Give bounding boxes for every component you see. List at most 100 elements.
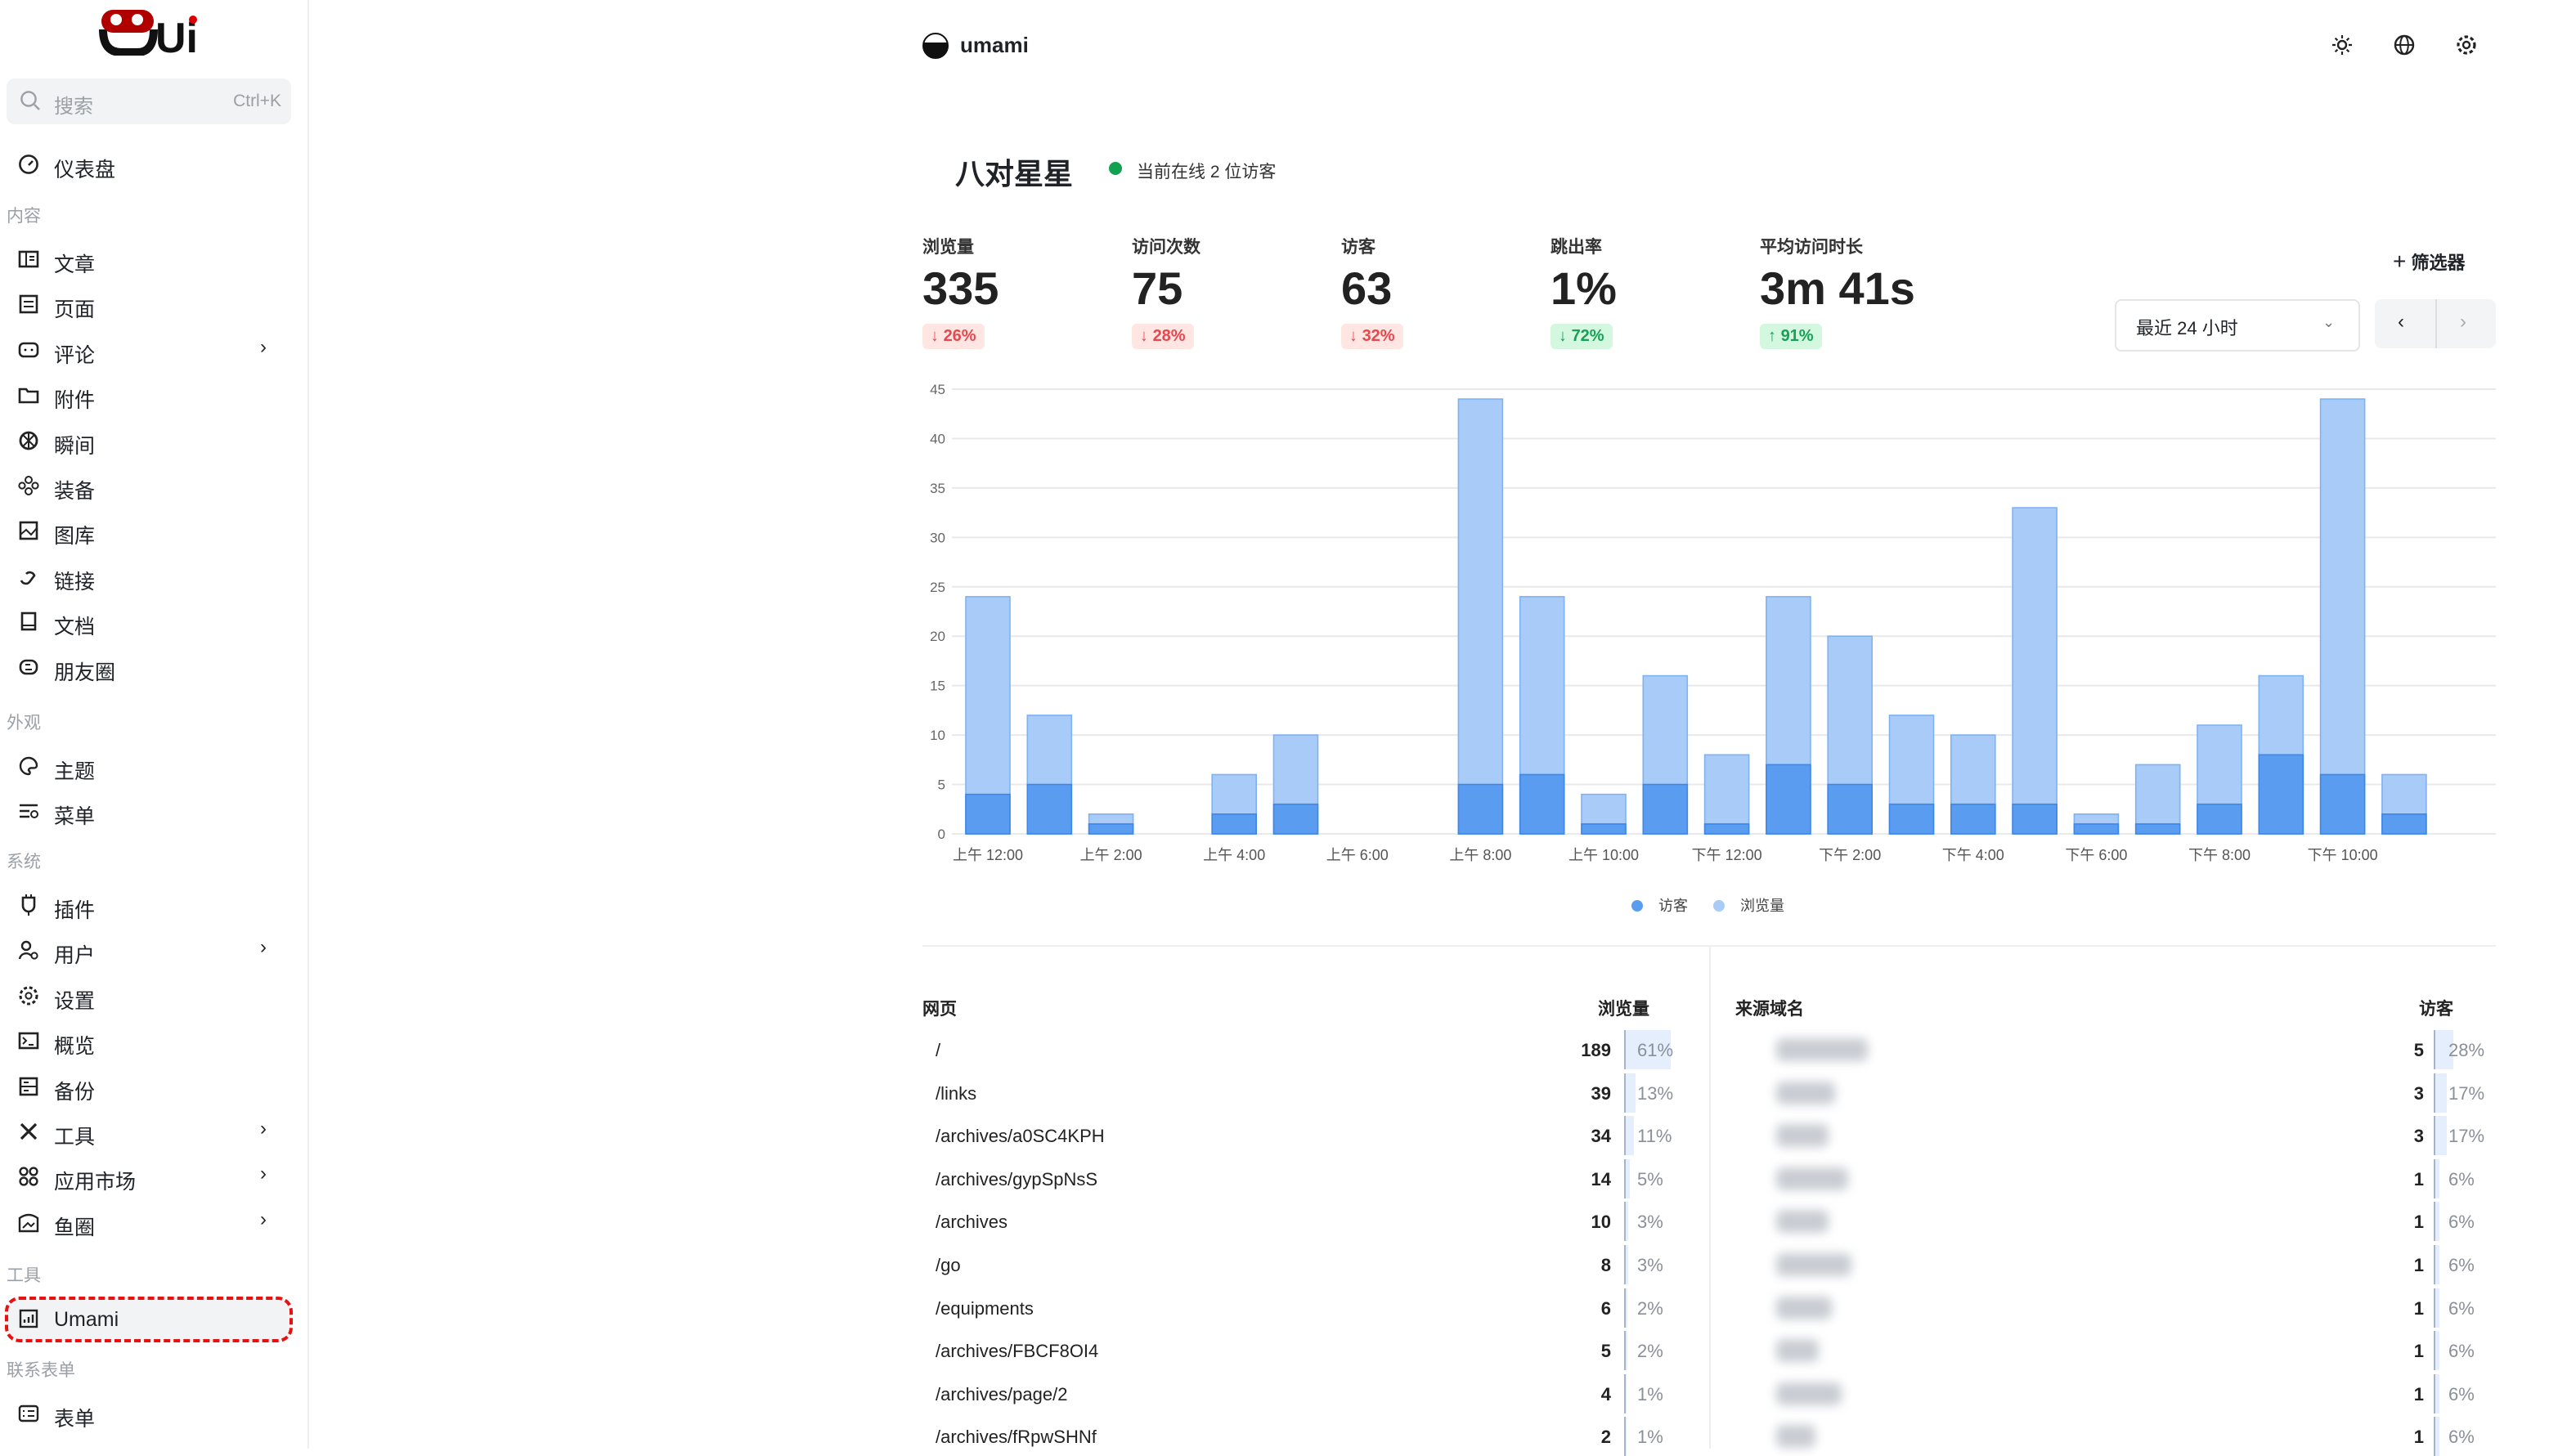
- table-row[interactable]: /archives/FBCF8OI4 5 2%: [922, 1331, 1685, 1371]
- table-row[interactable]: 1 6%: [1735, 1417, 2496, 1456]
- bar-visitors[interactable]: [1519, 773, 1565, 835]
- globe-icon[interactable]: [2393, 33, 2416, 56]
- table-row[interactable]: 1 6%: [1735, 1245, 2496, 1284]
- legend-pageviews[interactable]: 浏览量: [1740, 898, 1784, 914]
- bar-visitors[interactable]: [1827, 783, 1873, 835]
- app-name[interactable]: umami: [960, 33, 1029, 57]
- redacted-domain: [1776, 1167, 1848, 1190]
- table-row[interactable]: 1 6%: [1735, 1158, 2496, 1198]
- sidebar-item-6-2[interactable]: 应用市场 ›: [7, 1156, 291, 1198]
- table-row[interactable]: 5 28%: [1735, 1030, 2496, 1069]
- page-path[interactable]: /archives/fRpwSHNf: [936, 1427, 1097, 1448]
- table-row[interactable]: /archives/fRpwSHNf 2 1%: [922, 1417, 1685, 1456]
- sidebar-item-4-2[interactable]: 备份: [7, 1066, 291, 1109]
- bar-pageviews[interactable]: [2012, 507, 2058, 835]
- search-placeholder: 搜索: [54, 96, 93, 118]
- app-logo[interactable]: Ui: [98, 7, 203, 62]
- next-period-button[interactable]: ›: [2437, 299, 2496, 348]
- gear-icon[interactable]: [2455, 33, 2478, 56]
- bar-visitors[interactable]: [1211, 813, 1258, 835]
- sidebar-item-7-0[interactable]: 链接: [7, 556, 291, 598]
- bar-pageviews[interactable]: [1703, 754, 1750, 835]
- bar-visitors[interactable]: [1642, 783, 1689, 835]
- bar-visitors[interactable]: [1703, 823, 1750, 835]
- sidebar-item-7-2[interactable]: 鱼圈 ›: [7, 1202, 291, 1244]
- sidebar-item-5-2[interactable]: 工具 ›: [7, 1111, 291, 1154]
- bar-visitors[interactable]: [2258, 754, 2304, 835]
- bar-visitors[interactable]: [1457, 783, 1504, 835]
- table-row[interactable]: /archives/gypSpNsS 14 5%: [922, 1158, 1685, 1198]
- page-path[interactable]: /go: [936, 1255, 961, 1275]
- table-row[interactable]: 3 17%: [1735, 1116, 2496, 1156]
- page-path[interactable]: /archives/FBCF8OI4: [936, 1341, 1099, 1362]
- table-row[interactable]: /archives/page/2 4 1%: [922, 1373, 1685, 1413]
- sidebar-item-label: 插件: [54, 899, 96, 922]
- table-row[interactable]: /links 39 13%: [922, 1073, 1685, 1113]
- page-path[interactable]: /archives: [936, 1212, 1008, 1233]
- page-path[interactable]: /archives/gypSpNsS: [936, 1168, 1098, 1189]
- sidebar-item-dashboard[interactable]: 仪表盘: [7, 144, 291, 186]
- table-row[interactable]: /archives 10 3%: [922, 1202, 1685, 1242]
- bar-visitors[interactable]: [965, 793, 1011, 835]
- sidebar-item-2-0[interactable]: 评论 ›: [7, 329, 291, 372]
- metric-value: 335: [922, 262, 999, 314]
- bar-visitors[interactable]: [2134, 823, 2181, 835]
- table-row[interactable]: /archives/a0SC4KPH 34 11%: [922, 1116, 1685, 1156]
- share-bar: [1624, 1073, 1691, 1113]
- sidebar-item-4-0[interactable]: 瞬间: [7, 420, 291, 463]
- page-path[interactable]: /equipments: [936, 1297, 1034, 1319]
- bar-visitors[interactable]: [1088, 823, 1134, 835]
- sidebar-item-3-2[interactable]: 概览: [7, 1020, 291, 1063]
- table-row[interactable]: /equipments 6 2%: [922, 1288, 1685, 1328]
- bar-pageviews[interactable]: [1457, 398, 1504, 835]
- sidebar-item-label: 朋友圈: [54, 661, 116, 684]
- table-row[interactable]: 1 6%: [1735, 1288, 2496, 1328]
- previous-period-button[interactable]: ‹: [2375, 299, 2437, 348]
- bar-visitors[interactable]: [1766, 764, 1811, 835]
- sidebar-item-1-1[interactable]: 菜单: [7, 791, 291, 833]
- sidebar-item-0-2[interactable]: 插件: [7, 885, 291, 927]
- sidebar-item-1-0[interactable]: 页面: [7, 284, 291, 326]
- add-filter-button[interactable]: + 筛选器: [2393, 249, 2466, 275]
- sidebar-item-label: 表单: [54, 1408, 96, 1431]
- sun-icon[interactable]: [2331, 33, 2354, 56]
- bar-visitors[interactable]: [2197, 803, 2242, 835]
- x-tick-label: 下午 8:00: [2188, 847, 2251, 863]
- bar-visitors[interactable]: [1026, 783, 1073, 835]
- page-path[interactable]: /: [936, 1040, 941, 1060]
- sidebar-item-9-0[interactable]: 朋友圈: [7, 647, 291, 689]
- sidebar-item-5-0[interactable]: 装备: [7, 465, 291, 508]
- bar-visitors[interactable]: [2381, 813, 2427, 835]
- sidebar-item-3-0[interactable]: 附件: [7, 374, 291, 417]
- sidebar-item-0-1[interactable]: 主题: [7, 746, 291, 788]
- legend-visitors[interactable]: 访客: [1658, 898, 1688, 914]
- sidebar-item-2-2[interactable]: 设置: [7, 975, 291, 1018]
- page-path[interactable]: /archives/a0SC4KPH: [936, 1126, 1105, 1147]
- table-row[interactable]: 1 6%: [1735, 1331, 2496, 1371]
- bar-visitors[interactable]: [1950, 803, 1996, 835]
- bar-visitors[interactable]: [2012, 803, 2058, 835]
- table-row[interactable]: / 189 61%: [922, 1030, 1685, 1069]
- chevron-right-icon: ›: [260, 335, 267, 358]
- table-row[interactable]: 1 6%: [1735, 1373, 2496, 1413]
- bar-pageviews[interactable]: [2319, 398, 2366, 835]
- table-row[interactable]: 1 6%: [1735, 1202, 2496, 1242]
- sidebar-item-0-0[interactable]: 文章: [7, 239, 291, 281]
- page-path[interactable]: /archives/page/2: [936, 1383, 1068, 1404]
- share-bar: [2434, 1116, 2501, 1156]
- search-input[interactable]: 搜索 Ctrl+K: [7, 78, 291, 124]
- table-row[interactable]: /go 8 3%: [922, 1245, 1685, 1284]
- sidebar-item-0-4[interactable]: 表单: [7, 1393, 291, 1436]
- date-range-select[interactable]: 最近 24 小时 ⌄: [2115, 299, 2360, 352]
- page-path[interactable]: /links: [936, 1082, 977, 1104]
- table-row[interactable]: 3 17%: [1735, 1073, 2496, 1113]
- sidebar-item-0-3[interactable]: Umami: [5, 1297, 293, 1342]
- bar-visitors[interactable]: [2073, 823, 2120, 835]
- sidebar-item-6-0[interactable]: 图库: [7, 510, 291, 553]
- bar-visitors[interactable]: [1581, 823, 1627, 835]
- sidebar-item-8-0[interactable]: 文档: [7, 601, 291, 643]
- bar-visitors[interactable]: [1272, 803, 1319, 835]
- bar-visitors[interactable]: [1888, 803, 1935, 835]
- bar-visitors[interactable]: [2319, 773, 2366, 835]
- sidebar-item-1-2[interactable]: 用户 ›: [7, 930, 291, 972]
